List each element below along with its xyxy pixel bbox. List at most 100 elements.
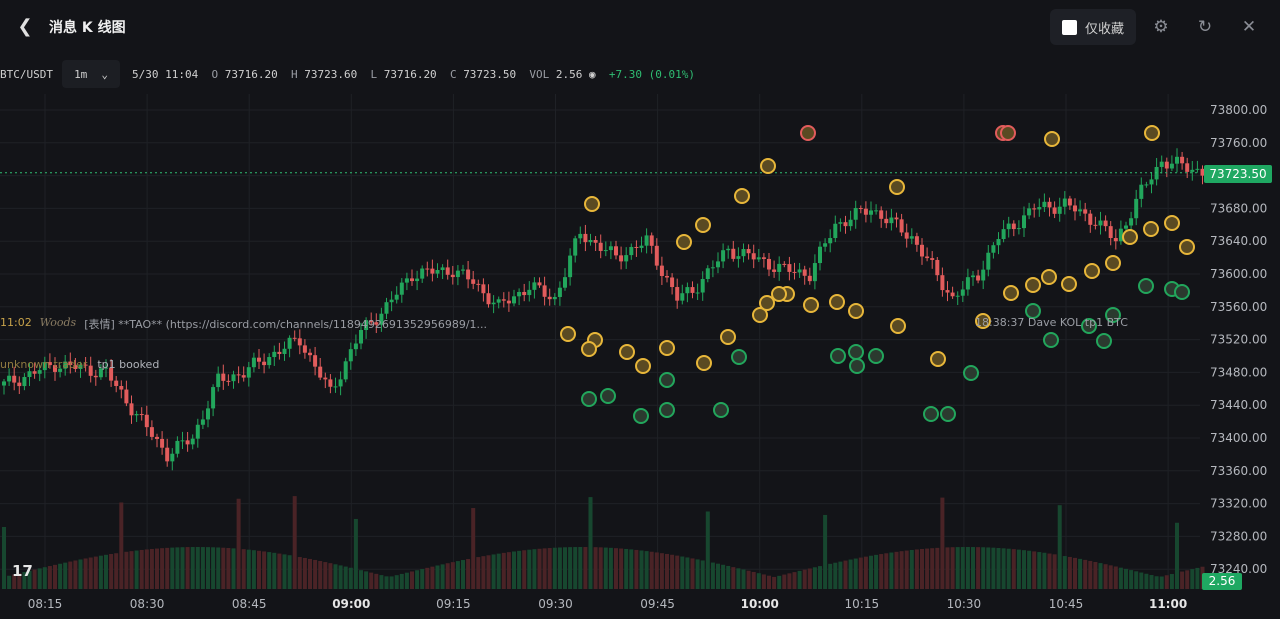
candle-body xyxy=(129,403,134,416)
volume-bar xyxy=(945,547,950,589)
open-key: O xyxy=(211,68,219,81)
candle-body xyxy=(1037,207,1042,210)
volume-bar xyxy=(629,549,634,589)
volume-bar xyxy=(37,568,42,589)
chart-canvas[interactable]: 73800.0073760.0073720.0073680.0073640.00… xyxy=(0,94,1280,619)
eye-icon[interactable]: ◉ xyxy=(589,68,596,81)
x-tick-label: 09:45 xyxy=(640,597,675,611)
candle-body xyxy=(889,217,894,224)
favorites-checkbox[interactable] xyxy=(1062,19,1077,35)
message-label[interactable]: 11:02 Woods [表情] **TAO** (https://discor… xyxy=(0,316,487,332)
gear-icon[interactable]: ⚙ xyxy=(1153,17,1169,37)
candle-body xyxy=(88,365,93,376)
candle-body xyxy=(450,274,455,278)
candle-body xyxy=(925,256,930,259)
x-tick-label: 10:30 xyxy=(947,597,982,611)
volume-bar xyxy=(557,547,562,589)
candle-body xyxy=(353,343,358,350)
volume-bar xyxy=(563,547,567,589)
volume-bar xyxy=(486,555,491,589)
candle-body xyxy=(338,379,343,387)
candle-body xyxy=(221,373,226,381)
candle-body xyxy=(588,240,593,243)
candle-body xyxy=(134,414,139,416)
message-marker xyxy=(889,179,905,195)
refresh-icon[interactable]: ↻ xyxy=(1197,17,1213,37)
candle-body xyxy=(971,275,975,278)
candle-body xyxy=(858,208,863,210)
message-marker xyxy=(720,329,736,345)
volume-bar xyxy=(476,557,481,589)
candle-body xyxy=(680,293,685,301)
volume-bar xyxy=(1180,571,1185,589)
volume-bar xyxy=(1062,556,1067,589)
message-marker xyxy=(849,358,865,374)
volume-bar xyxy=(1088,560,1093,589)
volume-bar xyxy=(726,565,731,589)
volume-bar xyxy=(185,547,190,589)
volume-bar xyxy=(797,570,802,589)
volume-bar xyxy=(353,518,358,589)
volume-bar xyxy=(450,562,455,589)
candle-body xyxy=(1134,198,1139,219)
volume-bar xyxy=(27,570,32,589)
volume-bar xyxy=(211,547,216,589)
volume-value: 2.56 xyxy=(555,68,583,81)
volume-bar xyxy=(420,569,425,589)
volume-bar xyxy=(527,549,532,589)
candle-body xyxy=(695,292,700,294)
volume-bar xyxy=(1098,563,1103,589)
candle-body xyxy=(578,233,583,239)
interval-select[interactable]: 1m ⌄ xyxy=(62,60,120,88)
volume-bar xyxy=(88,557,93,589)
volume-bar xyxy=(874,554,879,589)
volume-bar xyxy=(180,547,185,589)
volume-bar xyxy=(241,549,246,589)
favorites-only-toggle[interactable]: 仅收藏 xyxy=(1050,9,1136,45)
message-label[interactable]: unknown trader tp1 booked xyxy=(0,358,159,374)
candlestick-chart[interactable]: 73800.0073760.0073720.0073680.0073640.00… xyxy=(0,94,1280,619)
volume-bar xyxy=(170,547,175,589)
message-marker xyxy=(890,318,906,334)
back-icon[interactable]: ❮ xyxy=(17,16,33,37)
volume-bar xyxy=(471,508,476,589)
candle-body xyxy=(481,284,486,294)
volume-bar xyxy=(986,547,991,589)
message-label[interactable]: 18:38:37 Dave KOL tp1 BTC xyxy=(975,316,1128,329)
high-value: 73723.60 xyxy=(304,68,358,81)
candle-body xyxy=(716,261,720,268)
volume-bar xyxy=(374,573,379,589)
message-marker xyxy=(1000,125,1016,141)
candle-body xyxy=(665,275,669,278)
volume-bar xyxy=(1175,522,1179,589)
symbol-label[interactable]: BTC/USDT xyxy=(0,68,53,81)
volume-bar xyxy=(1195,567,1200,589)
candle-body xyxy=(935,259,940,276)
volume-bar xyxy=(32,569,37,589)
volume-bar xyxy=(7,575,12,589)
volume-bar xyxy=(598,547,603,589)
y-tick-label: 73440.00 xyxy=(1210,398,1267,412)
candle-body xyxy=(629,246,634,256)
candle-body xyxy=(649,235,654,246)
message-marker xyxy=(1061,276,1077,292)
candle-body xyxy=(532,282,537,290)
candle-body xyxy=(965,277,970,290)
volume-bar xyxy=(445,563,450,589)
candle-body xyxy=(512,296,516,304)
volume-bar xyxy=(1124,568,1128,589)
volume-bar xyxy=(838,561,843,589)
candle-body xyxy=(603,250,608,252)
volume-bar xyxy=(165,547,170,589)
close-icon[interactable]: ✕ xyxy=(1241,17,1257,37)
candle-body xyxy=(435,270,440,274)
volume-bar xyxy=(461,560,465,589)
volume-bar xyxy=(369,572,374,589)
candle-body xyxy=(593,240,598,243)
volume-bar xyxy=(139,549,144,589)
volume-bar xyxy=(267,552,272,589)
volume-bar xyxy=(670,554,675,589)
volume-bar xyxy=(787,573,792,589)
candle-body xyxy=(308,352,312,356)
candle-body xyxy=(343,361,348,380)
